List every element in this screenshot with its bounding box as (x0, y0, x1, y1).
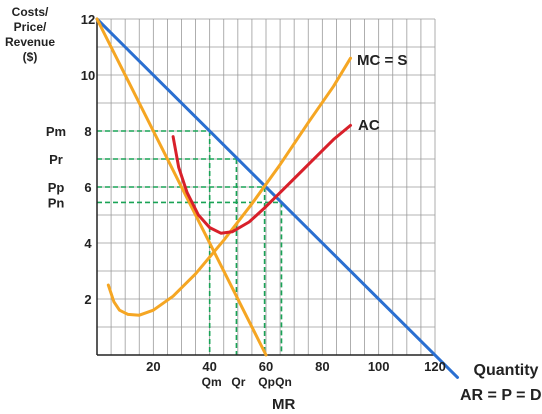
series-label-mr: MR (272, 396, 295, 413)
y-axis-title-line: Revenue (5, 35, 55, 49)
x-tick-label: 80 (315, 359, 329, 374)
curve-mr (95, 17, 268, 357)
y-tick-label: 8 (84, 124, 91, 139)
quantity-label-qr: Qr (231, 375, 245, 389)
curve-ac (171, 123, 352, 235)
y-tick-label: 6 (84, 180, 91, 195)
price-label-pm: Pm (46, 124, 66, 139)
x-tick-label: 60 (259, 359, 273, 374)
y-tick-label: 2 (84, 292, 91, 307)
x-tick-label: 20 (146, 359, 160, 374)
y-tick-label: 10 (81, 68, 95, 83)
x-tick-label: 40 (202, 359, 216, 374)
series-label-mc-s: MC = S (357, 52, 407, 69)
x-axis-title: Quantity (474, 362, 539, 379)
x-tick-label: 120 (424, 359, 446, 374)
curves (95, 17, 459, 379)
price-label-pp: Pp (48, 180, 65, 195)
price-label-pn: Pn (48, 195, 65, 210)
y-tick-label: 4 (84, 236, 92, 251)
quantity-label-qm: Qm (202, 375, 222, 389)
curve-mc-s (106, 56, 352, 317)
y-axis-title-line: ($) (23, 50, 38, 64)
y-axis-title-line: Costs/ (12, 5, 49, 19)
series-label-ar-p-d: AR = P = D (460, 387, 542, 404)
curve-ar-p-d (95, 17, 459, 379)
price-label-pr: Pr (49, 152, 63, 167)
series-label-ac: AC (358, 117, 380, 134)
y-tick-label: 12 (81, 12, 95, 27)
y-axis-title-line: Price/ (14, 20, 47, 34)
grid (97, 18, 436, 355)
quantity-label-qp: Qp (258, 375, 275, 389)
quantity-label-qn: Qn (275, 375, 292, 389)
x-tick-label: 100 (368, 359, 390, 374)
